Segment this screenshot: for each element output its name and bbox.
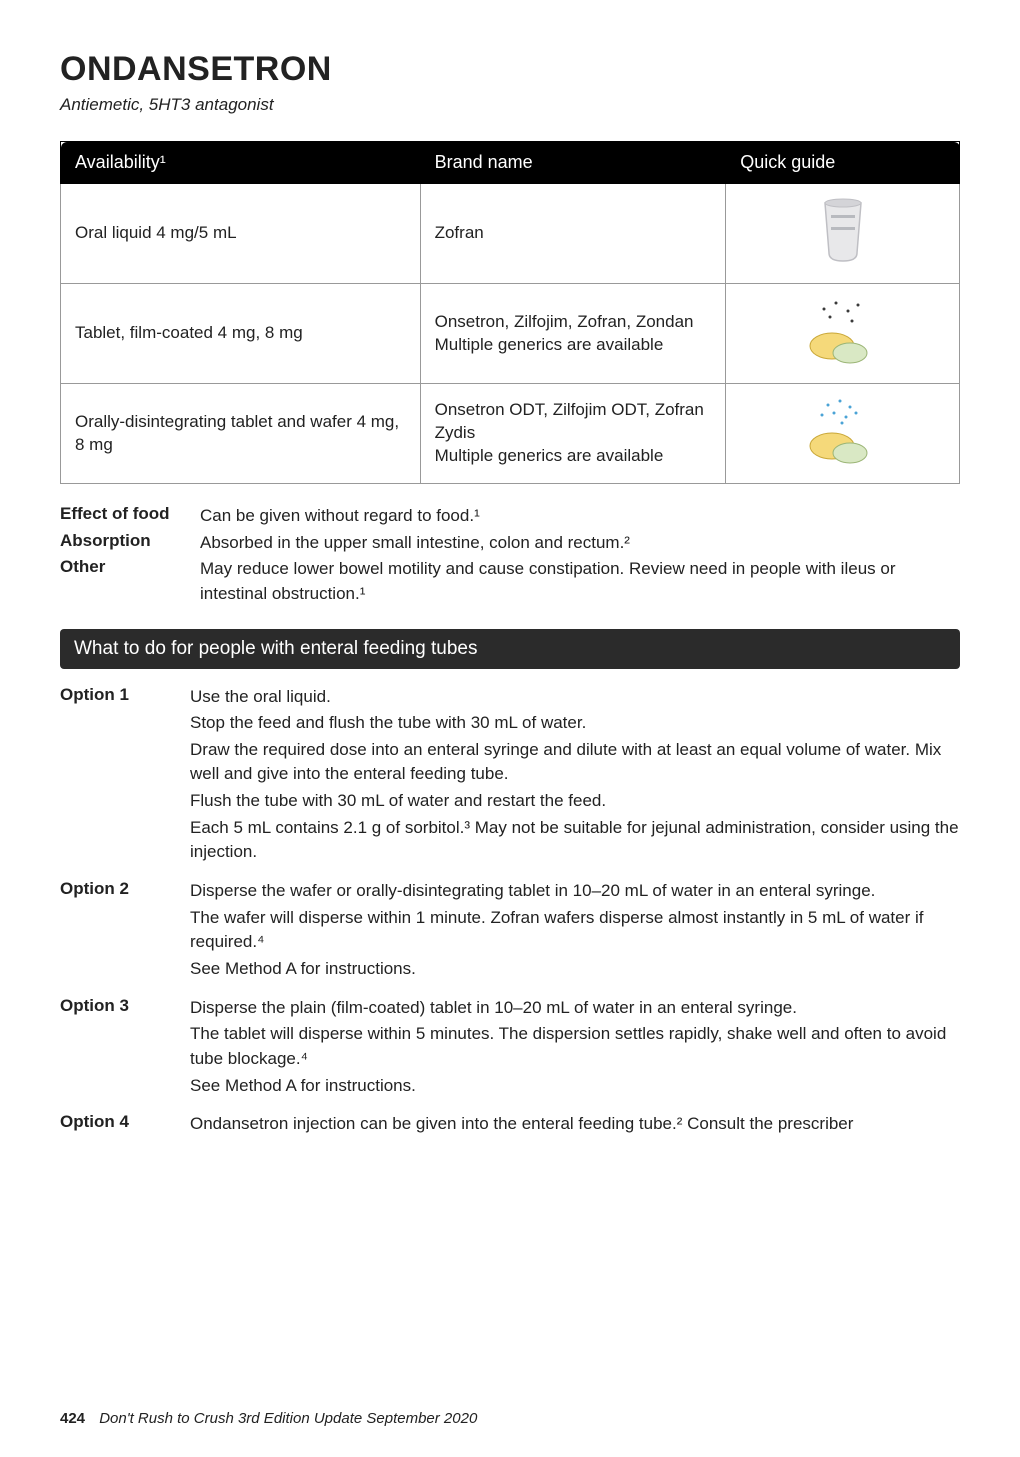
availability-table: Availability¹ Brand name Quick guide Ora… <box>60 141 960 484</box>
availability-cell: Tablet, film-coated 4 mg, 8 mg <box>61 284 421 384</box>
option-2-body: Disperse the wafer or orally-disintegrat… <box>190 879 960 984</box>
brand-cell: Onsetron, Zilfojim, Zofran, Zondan Multi… <box>420 284 726 384</box>
availability-cell: Orally-disintegrating tablet and wafer 4… <box>61 384 421 484</box>
option-row: Option 1 Use the oral liquid. Stop the f… <box>60 685 960 867</box>
col-quickguide: Quick guide <box>726 142 960 184</box>
option-line: Stop the feed and flush the tube with 30… <box>190 711 960 736</box>
option-line: Use the oral liquid. <box>190 685 960 710</box>
option-3-body: Disperse the plain (film-coated) tablet … <box>190 996 960 1101</box>
page-footer: 424 Don't Rush to Crush 3rd Edition Upda… <box>60 1410 477 1427</box>
availability-cell: Oral liquid 4 mg/5 mL <box>61 184 421 284</box>
brand-cell: Zofran <box>420 184 726 284</box>
table-row: Oral liquid 4 mg/5 mL Zofran <box>61 184 960 284</box>
option-1-body: Use the oral liquid. Stop the feed and f… <box>190 685 960 867</box>
liquid-cup-icon <box>813 195 873 272</box>
quickguide-cell <box>726 184 960 284</box>
option-row: Option 4 Ondansetron injection can be gi… <box>60 1112 960 1139</box>
other-label: Other <box>60 557 200 606</box>
footer-text: Don't Rush to Crush 3rd Edition Update S… <box>99 1410 477 1427</box>
quickguide-cell <box>726 384 960 484</box>
effect-of-food-label: Effect of food <box>60 504 200 529</box>
option-line: Disperse the plain (film-coated) tablet … <box>190 996 960 1021</box>
drug-title: ONDANSETRON <box>60 50 960 89</box>
other-text: May reduce lower bowel motility and caus… <box>200 557 960 606</box>
option-line: See Method A for instructions. <box>190 1074 960 1099</box>
option-4-label: Option 4 <box>60 1112 190 1139</box>
option-line: Each 5 mL contains 2.1 g of sorbitol.³ M… <box>190 816 960 865</box>
absorption-label: Absorption <box>60 531 200 556</box>
page-number: 424 <box>60 1410 85 1427</box>
pharmacology-block: Effect of food Can be given without rega… <box>60 504 960 607</box>
option-line: Ondansetron injection can be given into … <box>190 1112 853 1137</box>
quickguide-cell <box>726 284 960 384</box>
section-heading: What to do for people with enteral feedi… <box>60 629 960 669</box>
col-brand: Brand name <box>420 142 726 184</box>
brand-cell: Onsetron ODT, Zilfojim ODT, Zofran Zydis… <box>420 384 726 484</box>
option-line: Flush the tube with 30 mL of water and r… <box>190 789 960 814</box>
option-row: Option 2 Disperse the wafer or orally-di… <box>60 879 960 984</box>
option-line: See Method A for instructions. <box>190 957 960 982</box>
options-block: Option 1 Use the oral liquid. Stop the f… <box>60 685 960 1139</box>
option-line: The wafer will disperse within 1 minute.… <box>190 906 960 955</box>
option-line: Disperse the wafer or orally-disintegrat… <box>190 879 960 904</box>
option-2-label: Option 2 <box>60 879 190 984</box>
table-row: Tablet, film-coated 4 mg, 8 mg Onsetron,… <box>61 284 960 384</box>
effect-of-food-text: Can be given without regard to food.¹ <box>200 504 480 529</box>
option-3-label: Option 3 <box>60 996 190 1101</box>
tablet-crush-icon <box>804 291 882 376</box>
option-line: The tablet will disperse within 5 minute… <box>190 1022 960 1071</box>
absorption-text: Absorbed in the upper small intestine, c… <box>200 531 630 556</box>
col-availability: Availability¹ <box>61 142 421 184</box>
drug-subtitle: Antiemetic, 5HT3 antagonist <box>60 95 960 115</box>
option-row: Option 3 Disperse the plain (film-coated… <box>60 996 960 1101</box>
tablet-disperse-icon <box>804 391 882 476</box>
option-4-body: Ondansetron injection can be given into … <box>190 1112 853 1139</box>
option-1-label: Option 1 <box>60 685 190 867</box>
table-row: Orally-disintegrating tablet and wafer 4… <box>61 384 960 484</box>
option-line: Draw the required dose into an enteral s… <box>190 738 960 787</box>
